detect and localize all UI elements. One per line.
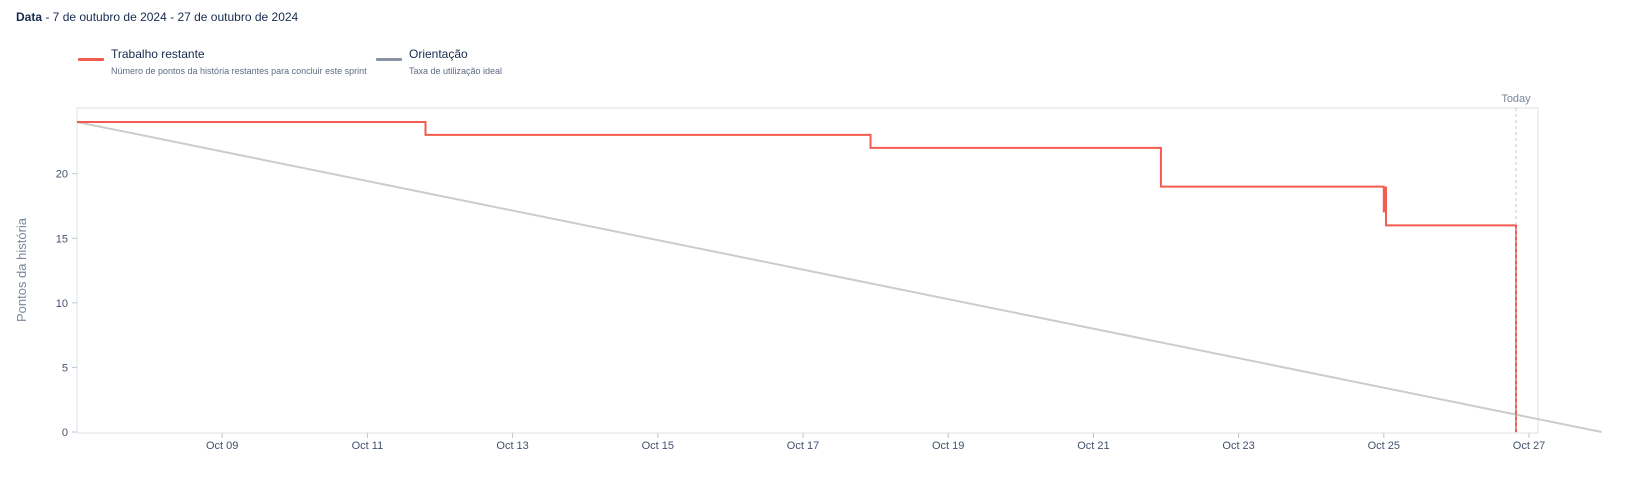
- x-tick-label: Oct 13: [496, 440, 528, 452]
- legend-swatch-remaining-work: [78, 58, 104, 61]
- y-tick-label: 0: [62, 427, 68, 439]
- y-axis-title: Pontos da história: [14, 217, 29, 322]
- x-tick-label: Oct 17: [787, 440, 819, 452]
- y-tick-label: 10: [56, 298, 68, 310]
- legend-title-remaining-work: Trabalho restante: [111, 47, 205, 61]
- legend-title-guideline: Orientação: [409, 47, 468, 61]
- legend-swatch-guideline: [376, 58, 402, 61]
- today-label: Today: [1501, 93, 1531, 105]
- date-range-text: - 7 de outubro de 2024 - 27 de outubro d…: [42, 10, 299, 24]
- series-layer: [76, 121, 1602, 433]
- series-guideline: [76, 121, 1602, 433]
- x-tick-label: Oct 11: [352, 440, 384, 452]
- legend-description-guideline: Taxa de utilização ideal: [409, 66, 503, 76]
- x-tick-label: Oct 15: [642, 440, 674, 452]
- plot-area-border: [76, 107, 1539, 434]
- x-tick-label: Oct 25: [1368, 440, 1400, 452]
- y-tick-label: 15: [56, 233, 68, 245]
- x-tick-label: Oct 09: [206, 440, 238, 452]
- date-label: Data: [16, 10, 43, 24]
- today-marker: Today: [1501, 93, 1531, 433]
- x-tick-label: Oct 23: [1222, 440, 1254, 452]
- x-tick-label: Oct 21: [1077, 440, 1109, 452]
- x-axis-ticks: Oct 09 Oct 11 Oct 13 Oct 15 Oct 17 Oct 19 Oct …: [206, 433, 1545, 452]
- x-tick-label: Oct 27: [1513, 440, 1545, 452]
- x-tick-label: Oct 19: [932, 440, 964, 452]
- series-remaining-work: [77, 121, 1517, 432]
- y-tick-label: 5: [62, 362, 68, 374]
- y-axis-ticks: 0 5 10 15 20: [56, 169, 77, 439]
- date-range-header: Data - 7 de outubro de 2024 - 27 de outu…: [16, 10, 298, 24]
- y-tick-label: 20: [56, 169, 68, 181]
- legend-description-remaining-work: Número de pontos da história restantes p…: [111, 66, 367, 76]
